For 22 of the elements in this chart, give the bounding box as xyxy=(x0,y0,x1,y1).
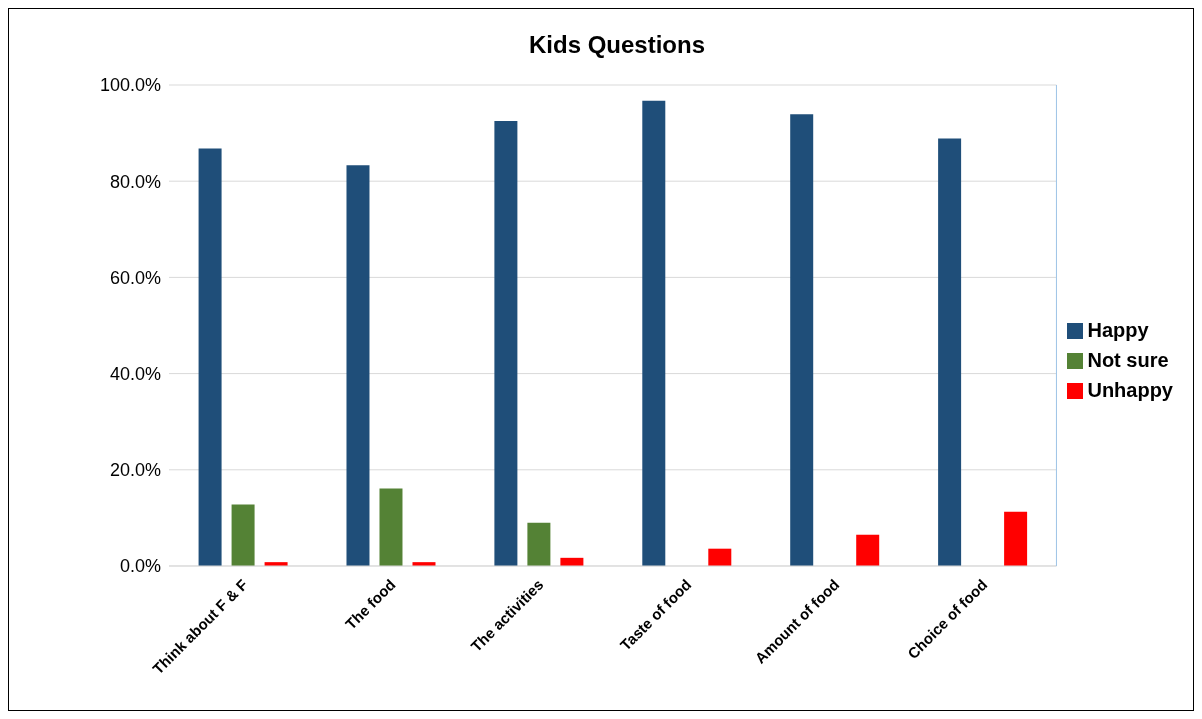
y-tick-label: 80.0% xyxy=(109,171,161,192)
bar xyxy=(494,121,518,566)
legend-label: Not sure xyxy=(1087,348,1169,371)
bar xyxy=(856,534,880,566)
legend-label: Happy xyxy=(1087,318,1149,341)
bar xyxy=(708,548,732,566)
bar xyxy=(198,148,222,566)
y-tick-label: 40.0% xyxy=(109,363,161,384)
y-tick-label: 100.0% xyxy=(99,75,161,96)
bar xyxy=(1004,511,1028,566)
bar xyxy=(790,114,814,566)
bar xyxy=(346,165,370,566)
y-tick-label: 0.0% xyxy=(119,556,161,577)
bar xyxy=(379,488,403,566)
bar xyxy=(527,522,551,566)
y-tick-label: 60.0% xyxy=(109,267,161,288)
bar xyxy=(938,138,962,566)
y-tick-label: 20.0% xyxy=(109,460,161,481)
chart-title: Kids Questions xyxy=(528,31,706,59)
bar xyxy=(642,100,666,566)
bar xyxy=(231,504,255,566)
legend-label: Unhappy xyxy=(1087,378,1173,401)
